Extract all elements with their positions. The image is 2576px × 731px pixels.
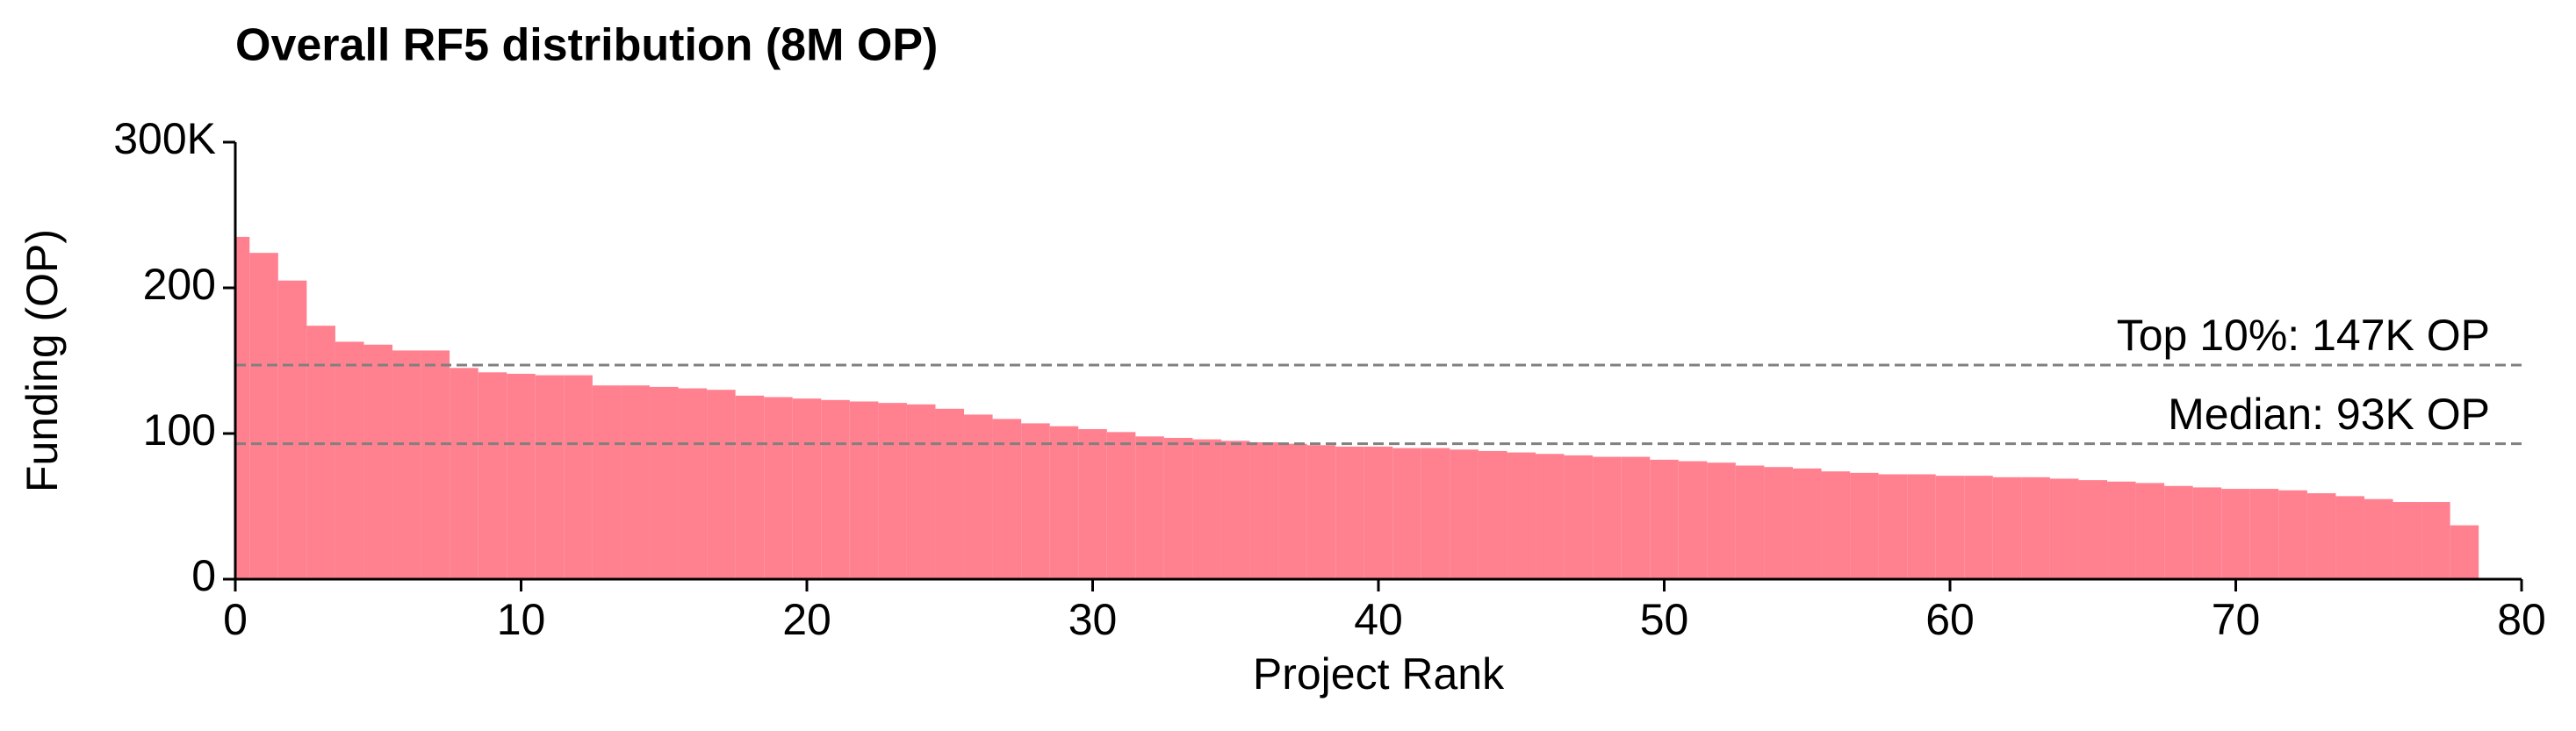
bar [392,350,421,579]
bar [2049,478,2079,579]
x-tick-label: 0 [223,595,248,644]
y-tick-label: 300K [113,114,216,163]
bar [1450,449,1479,579]
bar [1421,448,1450,579]
bar [1049,426,1079,579]
bar [2164,485,2193,579]
bar [1278,443,1307,579]
bar [421,350,450,579]
bar [764,397,793,579]
bar [2107,481,2136,579]
bar [1335,446,1364,579]
bar [2364,498,2393,579]
bar [621,385,650,579]
bar [535,375,565,579]
bar [2335,496,2364,579]
bar [2249,489,2279,579]
bar [1536,454,1565,579]
bar [1964,476,1993,579]
x-tick-label: 60 [1925,595,1975,644]
bar [1821,471,1851,579]
bar [1135,436,1164,579]
y-tick-label: 200 [143,260,216,309]
bar [2021,477,2050,579]
chart-title: Overall RF5 distribution (8M OP) [235,20,938,71]
bar [906,404,936,579]
bar [277,280,307,579]
bar [1507,452,1536,579]
bar [821,399,850,579]
bar [2135,483,2165,579]
bar [1192,439,1221,579]
bar [707,390,736,579]
bar [1564,455,1594,579]
bar [363,344,393,579]
bar [2078,480,2108,579]
bar [1707,462,1736,579]
bar [306,326,335,579]
x-tick-label: 40 [1354,595,1403,644]
bar [792,398,822,579]
bar [1792,468,1822,579]
bar [2221,489,2250,579]
x-tick-label: 50 [1640,595,1689,644]
bar [1163,437,1193,579]
bar [1764,467,1793,579]
bar [992,419,1022,579]
bar [678,388,708,579]
bar [564,375,593,579]
bar [2192,487,2222,579]
x-tick-label: 80 [2497,595,2546,644]
bar [592,385,622,579]
bar [1678,461,1708,579]
bar [335,341,364,579]
bar [1593,456,1622,579]
bar [2421,502,2450,579]
bar [1992,477,2022,579]
x-tick-label: 30 [1069,595,1118,644]
bar [1935,476,1965,579]
reference-label: Top 10%: 147K OP [2117,311,2490,360]
bar [1735,465,1765,579]
bar [1106,432,1136,579]
bar [450,368,479,579]
bar [235,236,250,579]
bar [2306,493,2336,579]
y-tick-label: 0 [191,551,216,600]
x-axis-label: Project Rank [1253,649,1505,699]
bar [878,403,907,579]
bar [1878,474,1908,579]
bar [2450,525,2479,579]
x-tick-label: 20 [782,595,831,644]
bar [649,386,679,579]
bar [735,395,765,579]
x-tick-label: 70 [2212,595,2261,644]
bar [1621,456,1651,579]
bar [1850,472,1879,579]
bar [1249,441,1279,579]
bar [478,372,507,579]
y-tick-label: 100 [143,405,216,455]
bar [1306,445,1336,579]
bar [1021,423,1050,579]
bar [1907,474,1936,579]
bar [249,253,278,579]
bar [2393,502,2422,579]
bar [1364,446,1393,579]
bar [1478,450,1507,579]
bar [935,408,965,579]
bar [1650,459,1679,579]
bar [507,373,536,579]
x-tick-label: 10 [497,595,546,644]
y-axis-label: Funding (OP) [18,229,67,492]
bar [2278,490,2307,579]
bar [1220,441,1250,579]
reference-label: Median: 93K OP [2168,390,2490,439]
bar [1392,448,1421,579]
bar [1078,429,1107,579]
bar [964,414,993,579]
bar [849,401,879,579]
